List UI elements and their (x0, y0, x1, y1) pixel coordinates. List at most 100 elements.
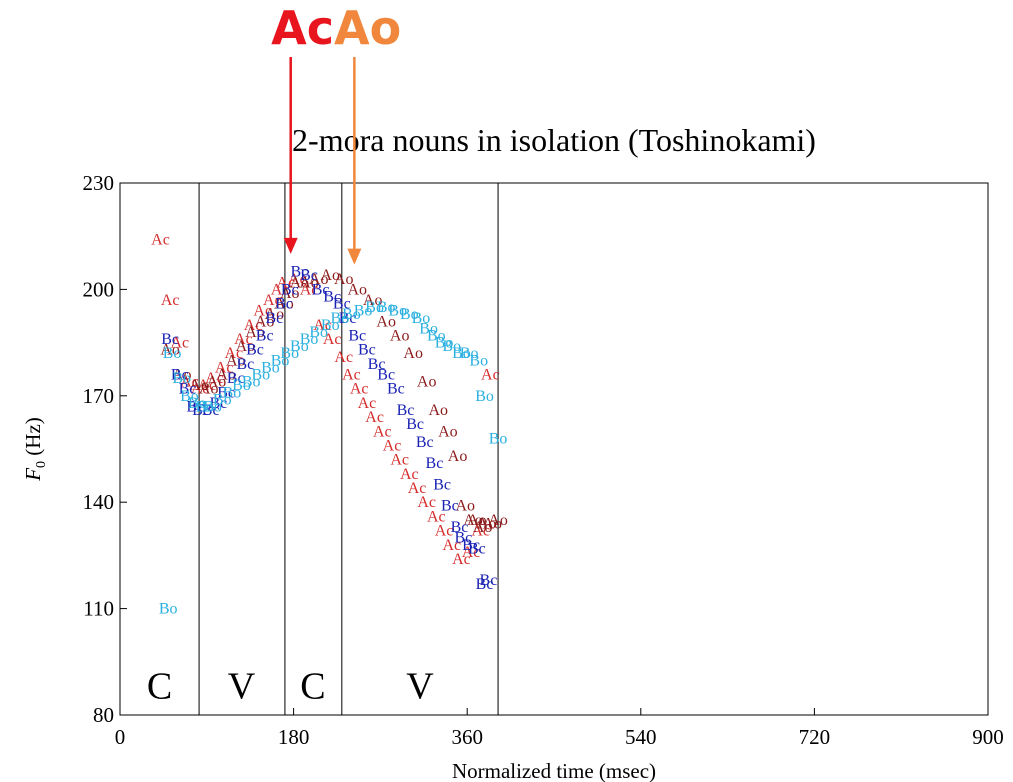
y-tick-label: 140 (83, 490, 115, 514)
data-point-ac: Ac (365, 409, 384, 426)
y-tick-label: 110 (83, 597, 114, 621)
data-point-ac: Ac (383, 437, 402, 454)
data-point-bo: Bo (180, 388, 199, 405)
data-point-bo: Bo (400, 306, 419, 323)
y-axis-label-main: F (21, 468, 45, 482)
data-point-bc: Bc (275, 296, 293, 313)
data-point-bo: Bo (377, 299, 396, 316)
data-point-bo: Bo (452, 345, 471, 362)
data-point-ac: Ac (350, 381, 369, 398)
y-axis-ticks: 80 110 140 170 200 230 (83, 171, 127, 727)
data-point-ac: Ac (342, 367, 361, 384)
y-axis-label-sub: 0 (34, 461, 49, 468)
data-point-bc: Bc (462, 537, 480, 554)
data-point-ac: Ac (244, 317, 263, 334)
data-point-ao: Ao (417, 374, 437, 391)
data-point-ao: Ao (376, 313, 396, 330)
data-point-bo: Bo (354, 303, 373, 320)
data-point-bo: Bo (460, 345, 479, 362)
data-point-bo: Bo (475, 388, 494, 405)
arrow-head-ao (347, 248, 362, 265)
x-tick-label: 360 (451, 725, 483, 749)
data-point-ac: Ac (253, 303, 272, 320)
data-point-ac: Ac (180, 374, 199, 391)
data-point-bc: Bc (227, 370, 245, 387)
y-axis-label: F0 (Hz) (21, 417, 49, 482)
data-point-ao: Ao (477, 515, 497, 532)
segment-label: V (406, 666, 434, 708)
data-point-ao: Ao (363, 292, 383, 309)
data-point-bo: Bo (321, 317, 340, 334)
data-point-bc: Bc (476, 576, 494, 593)
data-point-bc: Bc (416, 434, 434, 451)
data-point-bc: Bc (333, 296, 351, 313)
x-tick-label: 900 (972, 725, 1004, 749)
data-point-ac: Ac (234, 331, 253, 348)
data-point-ac: Ac (263, 292, 282, 309)
data-point-bc: Bc (454, 530, 472, 547)
data-point-ac: Ac (390, 452, 409, 469)
data-point-bo: Bo (271, 352, 290, 369)
data-point-bo: Bo (412, 310, 431, 327)
data-point-ac: Ac (313, 317, 332, 334)
data-point-ac: Ac (471, 523, 490, 540)
data-point-bo: Bo (232, 377, 251, 394)
y-tick-label: 80 (93, 703, 114, 727)
data-point-bc: Bc (179, 381, 197, 398)
data-point-bc: Bc (161, 331, 179, 348)
data-points: AcAcAcAcAcAcAcAcAcAcAcAcAcAcAcAcAcAcAcAc… (151, 232, 508, 618)
data-point-ac: Ac (435, 523, 454, 540)
data-point-bo: Bo (290, 338, 309, 355)
data-point-ao: Ao (172, 367, 192, 384)
data-point-bo: Bo (489, 430, 508, 447)
data-point-ao: Ao (482, 515, 502, 532)
data-point-ao: Ao (334, 271, 354, 288)
data-point-bo: Bo (342, 306, 361, 323)
data-point-ac: Ac (452, 551, 471, 568)
data-point-ao: Ao (488, 512, 508, 529)
data-point-ac: Ac (277, 274, 296, 291)
y-tick-label: 200 (83, 277, 115, 301)
x-tick-label: 540 (625, 725, 657, 749)
data-point-bo: Bo (427, 328, 446, 345)
data-point-bc: Bc (339, 310, 357, 327)
data-point-bo: Bo (300, 331, 319, 348)
data-point-ac: Ac (161, 292, 180, 309)
data-point-bc: Bc (265, 310, 283, 327)
data-point-bc: Bc (171, 367, 189, 384)
data-point-bc: Bc (348, 328, 366, 345)
x-tick-label: 720 (799, 725, 831, 749)
data-point-bc: Bc (209, 395, 227, 412)
data-point-ao: Ao (438, 423, 458, 440)
data-point-ao: Ao (236, 338, 256, 355)
arrow-label-ao: Ao (334, 1, 401, 55)
data-point-ac: Ac (373, 423, 392, 440)
data-point-bo: Bo (242, 374, 261, 391)
data-point-ac: Ac (442, 537, 461, 554)
data-point-bc: Bc (323, 288, 341, 305)
data-point-ao: Ao (245, 324, 265, 341)
data-point-ao: Ao (189, 377, 209, 394)
x-axis-ticks: 0 180 360 540 720 900 (115, 708, 1004, 749)
segment-label: C (147, 666, 172, 708)
data-point-bc: Bc (358, 342, 376, 359)
data-point-bc: Bc (300, 267, 318, 284)
data-point-bo: Bo (163, 345, 182, 362)
data-point-bo: Bo (213, 391, 232, 408)
data-point-bc: Bc (433, 476, 451, 493)
data-point-ao: Ao (299, 274, 319, 291)
data-point-ao: Ao (199, 381, 219, 398)
data-point-ao: Ao (207, 374, 227, 391)
data-point-ac: Ac (151, 232, 170, 249)
data-point-bo: Bo (365, 299, 384, 316)
data-point-bo: Bo (223, 384, 242, 401)
data-point-bc: Bc (451, 519, 469, 536)
data-point-bo: Bo (172, 370, 191, 387)
data-point-ac: Ac (271, 281, 290, 298)
data-point-ac: Ac (288, 271, 307, 288)
data-point-ao: Ao (280, 285, 300, 302)
data-point-ao: Ao (274, 296, 294, 313)
data-point-bo: Bo (196, 398, 215, 415)
